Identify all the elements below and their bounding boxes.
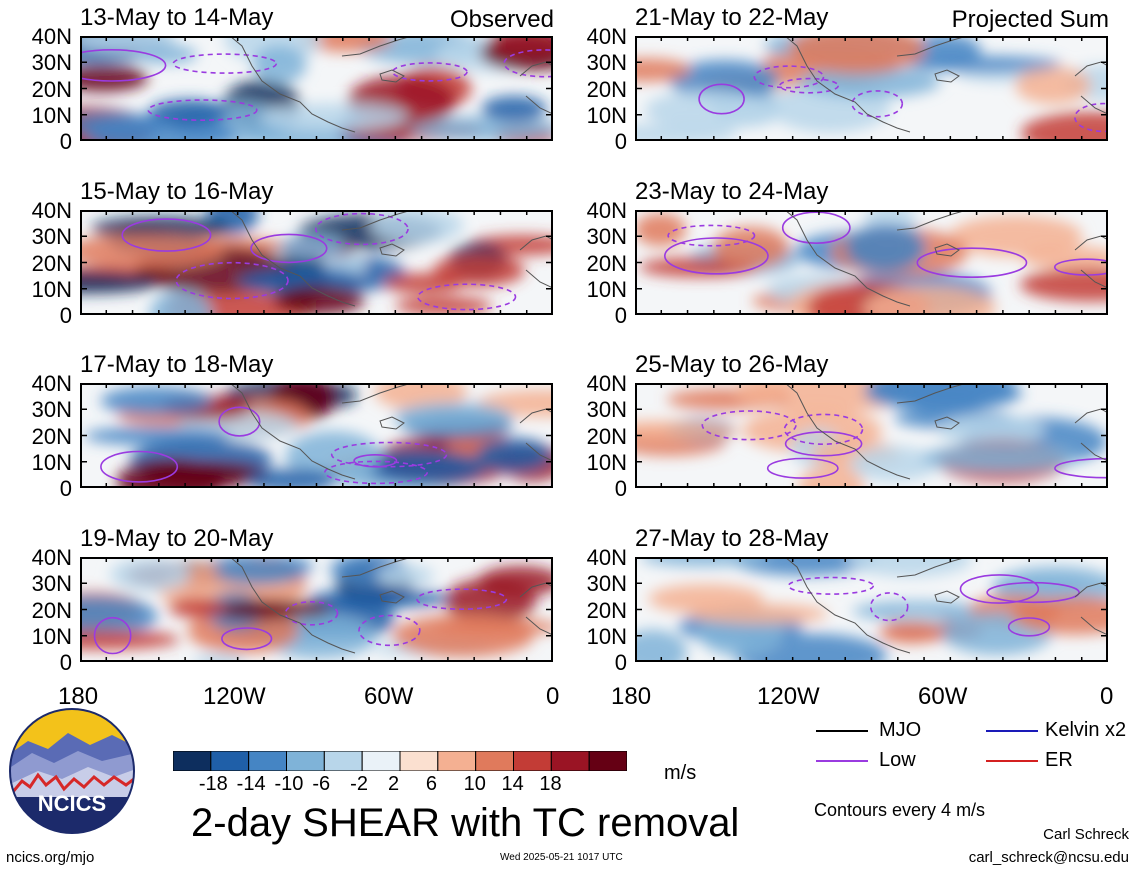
colorbar-tick: 6 [425, 773, 437, 795]
lat-tick: 40N [31, 371, 72, 396]
lat-tick: 30N [31, 571, 72, 597]
legend-line-er [986, 760, 1038, 762]
lat-tick: 10N [31, 623, 72, 649]
lat-tick: 0 [614, 303, 627, 328]
legend-line-kelvin [986, 730, 1038, 732]
shear-map-panel [80, 557, 553, 662]
lat-tick: 10N [586, 102, 627, 128]
panel-tag: Observed [449, 6, 554, 33]
legend-line-low [816, 760, 868, 762]
lat-tick: 10N [586, 449, 627, 475]
lon-tick: 60W [364, 683, 414, 710]
legend-label: ER [1045, 749, 1073, 771]
lat-tick: 0 [614, 129, 627, 154]
colorbar-tick: -18 [198, 773, 228, 795]
lon-tick: 60W [918, 683, 968, 710]
site-url: ncics.org/mjo [6, 849, 95, 866]
shear-map-panel [635, 383, 1108, 488]
lat-tick: 40N [31, 24, 72, 49]
lat-tick: 10N [31, 276, 72, 302]
author: Carl Schreck [1043, 826, 1129, 843]
panel-title: 13-May to 14-May [80, 4, 274, 31]
contour-note: Contours every 4 m/s [814, 800, 986, 820]
legend-line-mjo [816, 730, 868, 732]
lon-tick: 120W [757, 683, 820, 710]
figure-title: 2-day SHEAR with TC removal [191, 801, 740, 845]
shear-map-panel [80, 36, 553, 141]
colorbar-tick: 18 [539, 773, 562, 795]
colorbar-tick: -2 [350, 773, 368, 795]
lat-tick: 30N [31, 224, 72, 250]
panel-title: 21-May to 22-May [635, 4, 829, 31]
panel-title: 19-May to 20-May [80, 525, 274, 552]
lat-tick: 10N [586, 623, 627, 649]
legend-label: MJO [879, 719, 922, 741]
lat-tick: 0 [59, 650, 72, 675]
shear-map-panel [635, 36, 1108, 141]
colorbar-tick: 14 [501, 773, 524, 795]
legend-label: Low [879, 749, 916, 771]
lat-tick: 30N [31, 397, 72, 423]
colorbar-tick: -6 [312, 773, 331, 795]
panel-title: 23-May to 24-May [635, 178, 829, 205]
shear-map-panel [80, 383, 553, 488]
lat-tick: 40N [586, 545, 627, 570]
logo-text: NCICS [38, 791, 106, 816]
lat-tick: 40N [31, 545, 72, 570]
ncics-logo: NCICS [9, 708, 135, 834]
legend-label: Kelvin x2 [1045, 719, 1127, 741]
lat-tick: 10N [586, 276, 627, 302]
lon-tick: 180 [611, 683, 652, 710]
lat-tick: 30N [586, 50, 627, 76]
panel-tag: Projected Sum [951, 6, 1109, 33]
lat-tick: 30N [31, 50, 72, 76]
lat-tick: 40N [586, 371, 627, 396]
shear-map-panel [635, 557, 1108, 662]
lat-tick: 0 [59, 476, 72, 501]
lon-tick: 120W [203, 683, 266, 710]
panel-title: 15-May to 16-May [80, 178, 274, 205]
lat-tick: 20N [31, 76, 72, 102]
lat-tick: 30N [586, 397, 627, 423]
lat-tick: 30N [586, 571, 627, 597]
lat-tick: 20N [31, 423, 72, 449]
colorbar-tick: 2 [388, 773, 400, 795]
lat-tick: 20N [31, 597, 72, 623]
lat-tick: 40N [586, 198, 627, 223]
panel-title: 27-May to 28-May [635, 525, 829, 552]
lon-tick: 0 [546, 683, 560, 710]
lon-tick: 0 [1100, 683, 1114, 710]
colorbar-swatches [173, 751, 627, 771]
lat-tick: 40N [586, 24, 627, 49]
lat-tick: 20N [586, 423, 627, 449]
lat-tick: 10N [31, 449, 72, 475]
colorbar-tick: -10 [274, 773, 304, 795]
colorbar-tick: -14 [236, 773, 266, 795]
lat-tick: 0 [59, 303, 72, 328]
panel-title: 25-May to 26-May [635, 351, 829, 378]
colorbar-units: m/s [664, 762, 697, 784]
lat-tick: 20N [586, 76, 627, 102]
panel-title: 17-May to 18-May [80, 351, 274, 378]
timestamp: Wed 2025-05-21 1017 UTC [500, 852, 623, 863]
lat-tick: 0 [614, 650, 627, 675]
author-email: carl_schreck@ncsu.edu [968, 849, 1129, 866]
lat-tick: 20N [586, 597, 627, 623]
lat-tick: 0 [59, 129, 72, 154]
lat-tick: 40N [31, 198, 72, 223]
shear-map-panel [635, 210, 1108, 315]
lat-tick: 30N [586, 224, 627, 250]
lat-tick: 20N [586, 250, 627, 276]
lat-tick: 10N [31, 102, 72, 128]
colorbar-tick: 10 [463, 773, 486, 795]
lat-tick: 20N [31, 250, 72, 276]
lat-tick: 0 [614, 476, 627, 501]
lon-tick: 180 [58, 683, 99, 710]
shear-map-panel [80, 210, 553, 315]
